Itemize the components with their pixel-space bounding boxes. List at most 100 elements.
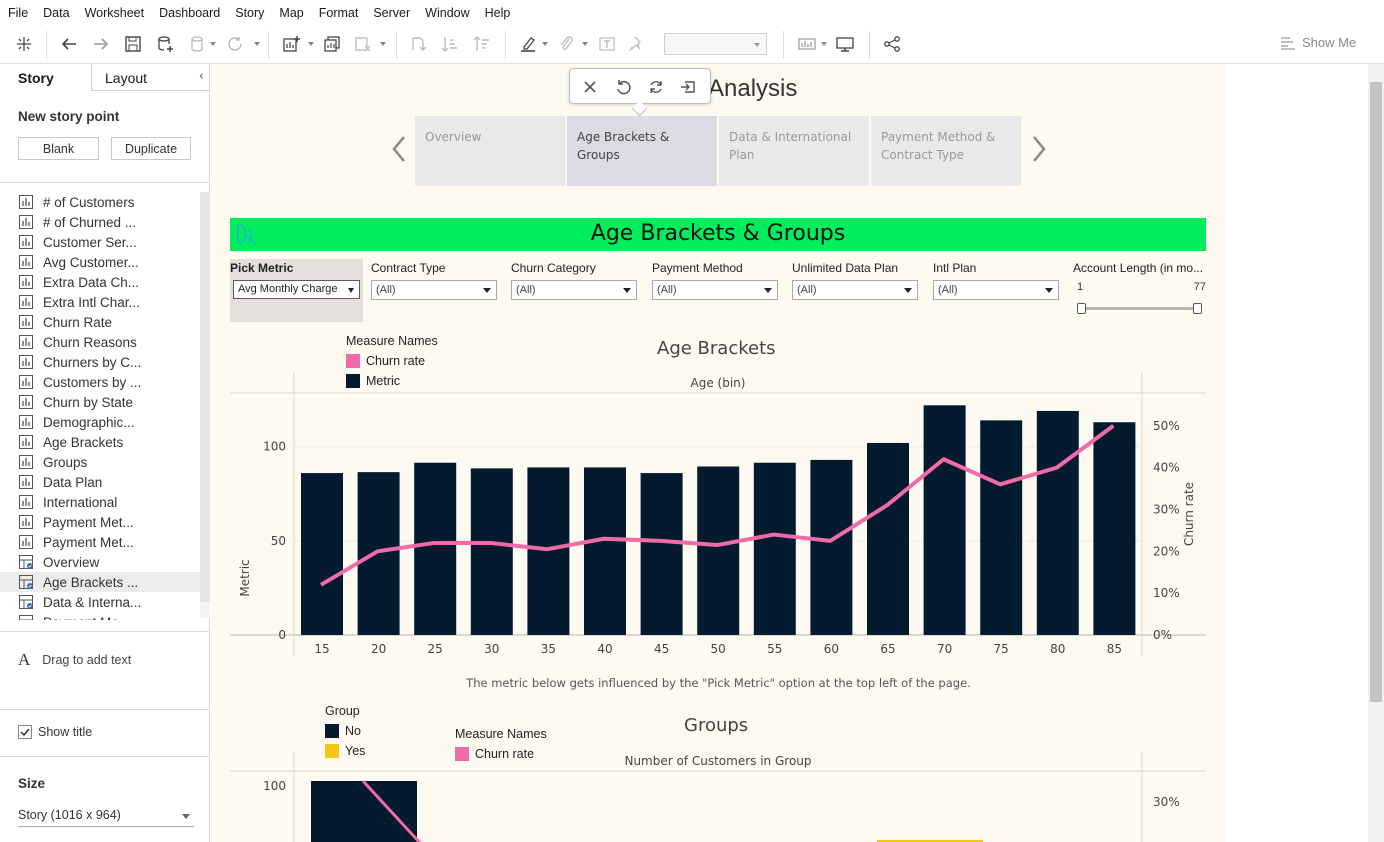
sheet-item[interactable]: Data Plan xyxy=(0,472,200,492)
canvas-vertical-scrollbar[interactable] xyxy=(1368,64,1384,842)
sheet-item[interactable]: # of Customers xyxy=(0,192,200,212)
bar-metric[interactable] xyxy=(357,472,400,635)
sheet-item[interactable]: # of Churned ... xyxy=(0,212,200,232)
churn-rate-line[interactable] xyxy=(361,779,422,842)
bar-metric[interactable] xyxy=(584,467,626,635)
bar-metric[interactable] xyxy=(867,442,909,635)
save-icon[interactable] xyxy=(122,33,144,55)
revert-icon[interactable] xyxy=(613,77,633,97)
sheet-item[interactable]: Customers by ... xyxy=(0,372,200,392)
bar-metric[interactable] xyxy=(753,462,796,635)
previous-story-point-icon[interactable] xyxy=(389,134,409,164)
filter-select[interactable]: (All) xyxy=(371,280,497,300)
dashboard-tab-item[interactable]: Data & Interna... xyxy=(0,592,200,612)
new-data-source-icon[interactable] xyxy=(154,33,176,55)
legend-item[interactable]: Churn rate xyxy=(455,747,547,761)
story-title[interactable]: Analysis xyxy=(708,75,798,102)
menu-worksheet[interactable]: Worksheet xyxy=(84,5,145,20)
dashboard-tab-item[interactable]: Age Brackets ... xyxy=(0,572,200,592)
pick-metric-select[interactable]: Avg Monthly Charge xyxy=(233,280,360,299)
bar-metric[interactable] xyxy=(640,473,683,635)
bar-metric[interactable] xyxy=(470,468,513,635)
swap-rows-columns-icon[interactable] xyxy=(407,33,429,55)
groups-chart[interactable]: Number of Customers in Group 100 30% xyxy=(211,752,1226,842)
filter-select[interactable]: (All) xyxy=(652,280,778,300)
sheet-item[interactable]: International xyxy=(0,492,200,512)
menu-file[interactable]: File xyxy=(8,5,29,20)
filter-select[interactable]: (All) xyxy=(792,280,918,300)
filter-select[interactable]: (All) xyxy=(511,280,637,300)
presentation-mode-icon[interactable] xyxy=(834,33,856,55)
scrollbar-thumb[interactable] xyxy=(1370,82,1382,702)
menu-format[interactable]: Format xyxy=(318,5,359,20)
show-me-button[interactable]: Show Me xyxy=(1280,35,1356,50)
presentation-bar-icon[interactable] xyxy=(796,33,818,55)
duplicate-sheet-icon[interactable] xyxy=(321,33,343,55)
blank-button[interactable]: Blank xyxy=(18,137,99,160)
story-point-overview[interactable]: Overview xyxy=(415,116,565,186)
sheet-item[interactable]: Payment Met... xyxy=(0,532,200,552)
size-select[interactable]: Story (1016 x 964) xyxy=(18,805,194,827)
churn-rate-line[interactable] xyxy=(319,424,1115,587)
legend-item[interactable]: Churn rate xyxy=(346,354,438,368)
sheet-item[interactable]: Age Brackets xyxy=(0,432,200,452)
redo-icon[interactable] xyxy=(90,33,112,55)
menu-dashboard[interactable]: Dashboard xyxy=(159,5,221,20)
bar-metric[interactable] xyxy=(301,473,343,635)
story-point-payment-method[interactable]: Payment Method & Contract Type xyxy=(871,116,1021,186)
menu-map[interactable]: Map xyxy=(279,5,304,20)
bar-metric[interactable] xyxy=(414,462,457,635)
bar-group-no[interactable] xyxy=(311,781,417,842)
sheet-item[interactable]: Avg Customer... xyxy=(0,252,200,272)
menu-story[interactable]: Story xyxy=(235,5,265,20)
fix-axes-icon[interactable] xyxy=(626,33,648,55)
menu-window[interactable]: Window xyxy=(425,5,470,20)
sheet-item[interactable]: Demographic... xyxy=(0,412,200,432)
bar-metric[interactable] xyxy=(1093,422,1136,635)
menu-data[interactable]: Data xyxy=(43,5,70,20)
bar-metric[interactable] xyxy=(980,420,1023,635)
bar-metric[interactable] xyxy=(697,466,740,635)
bar-metric[interactable] xyxy=(810,459,853,635)
sheet-item[interactable]: Payment Met... xyxy=(0,512,200,532)
dashboard-tab-item[interactable]: Overview xyxy=(0,552,200,572)
sheet-list-scrollbar[interactable] xyxy=(200,192,210,618)
refresh-icon[interactable] xyxy=(224,33,246,55)
legend-item[interactable]: No xyxy=(325,724,365,738)
show-title-toggle[interactable]: Show title xyxy=(18,725,92,739)
share-icon[interactable] xyxy=(881,33,903,55)
group-members-icon[interactable] xyxy=(555,33,577,55)
account-length-slider-track[interactable] xyxy=(1080,307,1198,310)
bar-metric[interactable] xyxy=(1036,410,1079,635)
delete-icon[interactable] xyxy=(580,77,600,97)
slider-min-handle[interactable] xyxy=(1077,303,1086,314)
sheet-item[interactable]: Groups xyxy=(0,452,200,472)
sheet-item[interactable]: Churn Reasons xyxy=(0,332,200,352)
save-as-new-icon[interactable] xyxy=(678,77,698,97)
show-labels-icon[interactable] xyxy=(596,33,618,55)
slider-max-handle[interactable] xyxy=(1193,303,1202,314)
dashboard-tab-item[interactable]: Payment Me... xyxy=(0,612,200,620)
sheet-item[interactable]: Extra Intl Char... xyxy=(0,292,200,312)
sheet-item[interactable]: Churn Rate xyxy=(0,312,200,332)
clear-sheet-icon[interactable] xyxy=(352,33,374,55)
story-point-age-brackets[interactable]: Age Brackets & Groups xyxy=(567,116,717,186)
sheet-item[interactable]: Churners by C... xyxy=(0,352,200,372)
drag-to-add-text[interactable]: A Drag to add text xyxy=(18,650,131,670)
sheet-item[interactable]: Customer Ser... xyxy=(0,232,200,252)
sheet-item[interactable]: Extra Data Ch... xyxy=(0,272,200,292)
next-story-point-icon[interactable] xyxy=(1029,134,1049,164)
legend-item[interactable]: Metric xyxy=(346,374,438,388)
show-title-checkbox[interactable] xyxy=(18,725,32,739)
menu-server[interactable]: Server xyxy=(373,5,411,20)
bar-metric[interactable] xyxy=(527,467,570,635)
duplicate-button[interactable]: Duplicate xyxy=(111,137,191,160)
age-brackets-chart[interactable]: 0 50 100 0% 10% 20% 30% 40% 50% Age (bin) Metric Ch… xyxy=(211,364,1226,664)
filter-select[interactable]: (All) xyxy=(933,280,1059,300)
menu-help[interactable]: Help xyxy=(484,5,511,20)
data-source-icon[interactable] xyxy=(186,33,208,55)
sort-ascending-icon[interactable] xyxy=(439,33,461,55)
new-worksheet-icon[interactable] xyxy=(280,33,302,55)
fit-select[interactable] xyxy=(664,33,767,55)
bar-group-yes[interactable] xyxy=(877,840,983,842)
